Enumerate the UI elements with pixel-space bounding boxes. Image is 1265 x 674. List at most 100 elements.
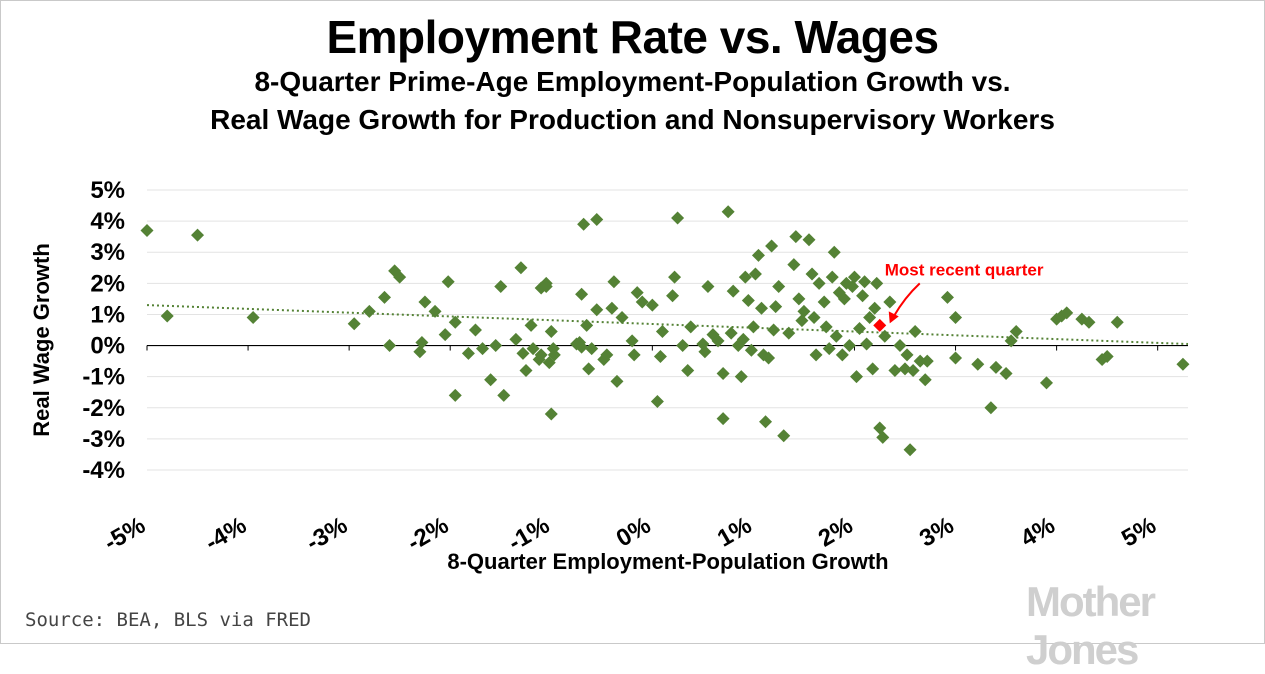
data-point <box>575 287 589 301</box>
chart-subtitle-line-1: 8-Quarter Prime-Age Employment-Populatio… <box>254 66 1011 97</box>
y-axis-ticks: 5% 4% 3% 2% 1% 0% -1% -2% -3% -4% <box>82 177 125 484</box>
y-axis-label: Real Wage Growth <box>29 243 54 437</box>
data-point <box>497 388 511 402</box>
data-point <box>489 339 503 353</box>
data-point <box>191 228 205 242</box>
data-point <box>630 286 644 300</box>
data-point <box>600 348 614 362</box>
data-point <box>607 275 621 289</box>
data-point <box>949 351 963 365</box>
data-point <box>984 401 998 415</box>
data-point <box>721 205 735 219</box>
data-point <box>668 270 682 284</box>
data-point <box>428 304 442 318</box>
data-point <box>883 295 897 309</box>
data-point <box>853 321 867 335</box>
data-point <box>767 323 781 337</box>
y-tick-label: -3% <box>82 426 125 453</box>
data-point <box>610 374 624 388</box>
data-point <box>918 373 932 387</box>
data-point <box>812 276 826 290</box>
data-point <box>726 284 740 298</box>
data-point <box>140 223 154 237</box>
data-point <box>1009 325 1023 339</box>
x-tick-label: 3% <box>915 512 959 553</box>
data-point <box>878 329 892 343</box>
x-tick-label: 4% <box>1016 512 1060 553</box>
data-point <box>681 363 695 377</box>
x-tick-label: 5% <box>1117 512 1161 553</box>
data-point <box>863 311 877 325</box>
data-point <box>868 301 882 315</box>
data-point <box>575 340 589 354</box>
data-point <box>797 304 811 318</box>
data-point <box>441 275 455 289</box>
data-point <box>920 354 934 368</box>
data-point <box>900 348 914 362</box>
data-point <box>849 370 863 384</box>
data-point <box>949 311 963 325</box>
data-point <box>858 275 872 289</box>
data-point <box>701 279 715 293</box>
data-point <box>716 412 730 426</box>
x-tick-label: -2% <box>403 512 453 557</box>
data-point <box>625 334 639 348</box>
data-point <box>590 213 604 227</box>
data-point <box>676 339 690 353</box>
source-note: Source: BEA, BLS via FRED <box>25 609 311 631</box>
data-point <box>378 290 392 304</box>
annotation-label: Most recent quarter <box>885 260 1044 279</box>
x-tick-label: 0% <box>612 512 656 553</box>
data-point <box>1176 357 1190 371</box>
data-point <box>866 362 880 376</box>
data-point <box>160 309 174 323</box>
data-point <box>888 363 902 377</box>
data-point <box>809 348 823 362</box>
data-point <box>751 248 765 262</box>
data-point <box>807 311 821 325</box>
data-point <box>746 320 760 334</box>
data-point <box>476 342 490 356</box>
data-point <box>711 334 725 348</box>
data-point <box>461 346 475 360</box>
data-point <box>842 339 856 353</box>
data-point <box>829 329 843 343</box>
data-point <box>509 332 523 346</box>
data-point <box>827 245 841 259</box>
scatter-plot: 5% 4% 3% 2% 1% 0% -1% -2% -3% -4% -5% -4% -3% -2% -1%… <box>29 177 1190 574</box>
data-point <box>898 362 912 376</box>
data-point <box>765 239 779 253</box>
y-tick-label: 3% <box>90 239 125 266</box>
data-point <box>615 311 629 325</box>
data-point <box>671 211 685 225</box>
annotation-arrowhead <box>888 311 899 324</box>
data-point <box>940 290 954 304</box>
data-point <box>856 289 870 303</box>
y-tick-label: -1% <box>82 364 125 391</box>
data-point <box>908 325 922 339</box>
data-point <box>906 363 920 377</box>
data-point <box>684 320 698 334</box>
y-tick-label: -4% <box>82 457 125 484</box>
data-point <box>448 388 462 402</box>
data-point <box>413 345 427 359</box>
data-point <box>819 320 833 334</box>
y-tick-label: -2% <box>82 395 125 422</box>
data-point <box>999 367 1013 381</box>
data-point <box>754 301 768 315</box>
data-point <box>635 295 649 309</box>
data-point <box>627 348 641 362</box>
data-point <box>805 267 819 281</box>
annotation-arrow <box>892 282 921 317</box>
data-point <box>484 373 498 387</box>
data-point <box>782 326 796 340</box>
x-tick-label: 2% <box>814 512 858 553</box>
highlight-layer: Most recent quarter <box>873 260 1044 332</box>
data-point <box>748 267 762 281</box>
data-point <box>835 348 849 362</box>
data-point <box>544 407 558 421</box>
data-point <box>418 295 432 309</box>
data-point <box>736 332 750 346</box>
y-tick-label: 5% <box>90 177 125 204</box>
data-point <box>580 318 594 332</box>
